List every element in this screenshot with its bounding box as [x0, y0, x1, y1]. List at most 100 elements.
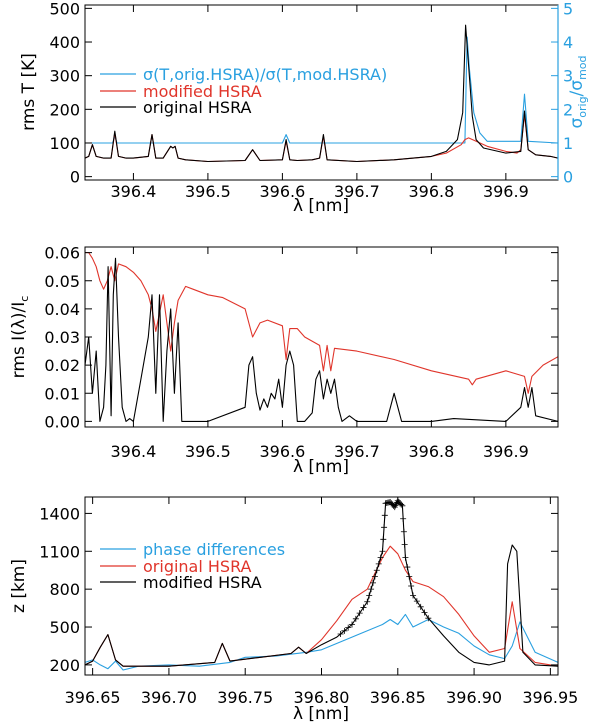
panel-rms-intensity: 396.4 396.5 396.6 396.7 396.8 396.9 0.00 0.01 0.…: [9, 244, 559, 477]
panel2-ticks: 396.4 396.5 396.6 396.7 396.8 396.9 0.00 0.01 0.…: [44, 244, 558, 461]
series-line-1-2: [84, 113, 559, 163]
plus-marker: [410, 592, 417, 599]
x-tick-label: 396.75: [217, 688, 273, 707]
plus-marker: [400, 515, 407, 522]
x-tick-label: 396.5: [185, 182, 231, 201]
x-tick-label: 396.4: [111, 442, 157, 461]
y-tick-label: 400: [49, 33, 80, 52]
panel-rms-temperature: 396.4 396.5 396.6 396.7 396.8 396.9 0 100 200 300…: [19, 0, 589, 216]
x-tick-label: 396.7: [334, 442, 380, 461]
panel3-x-axis-label: λ [nm]: [293, 704, 349, 724]
panel1-x-axis-label: λ [nm]: [293, 196, 349, 216]
plus-marker: [425, 615, 432, 622]
y2-tick-label: 5: [563, 0, 573, 18]
plus-marker: [402, 554, 409, 561]
legend-label-original3: original HSRA: [143, 557, 252, 576]
plus-marker: [371, 573, 378, 580]
y-tick-label: 0.03: [44, 328, 80, 347]
x-tick-label: 396.7: [334, 182, 380, 201]
x-tick-label: 396.8: [408, 442, 454, 461]
y2-label-sub-mod: mod: [576, 55, 589, 79]
panel2-frame: [84, 246, 559, 428]
x-tick-label: 396.70: [141, 688, 197, 707]
y-tick-label: 0.00: [44, 412, 80, 431]
y2-tick-label: 2: [563, 100, 573, 119]
y-tick-label: 1400: [39, 504, 80, 523]
y-tick-label: 800: [49, 580, 80, 599]
plus-marker: [360, 604, 367, 611]
x-tick-label: 396.80: [294, 688, 350, 707]
panel2-series-group: [84, 252, 559, 422]
plus-marker: [408, 583, 415, 589]
plus-marker: [413, 598, 420, 605]
y-tick-label: 0.05: [44, 272, 80, 291]
plus-marker: [352, 615, 359, 622]
y-tick-label: 0: [70, 168, 80, 187]
plus-marker: [398, 501, 405, 508]
plus-marker: [375, 560, 382, 567]
y-tick-label: 1100: [39, 542, 80, 561]
panel3-series-group: [84, 497, 559, 671]
y-tick-label: 500: [49, 618, 80, 637]
legend-label-modified3: modified HSRA: [143, 573, 262, 592]
x-tick-label: 396.95: [522, 688, 578, 707]
plus-marker: [373, 567, 380, 574]
x-tick-label: 396.5: [185, 442, 231, 461]
x-tick-label: 396.9: [483, 442, 529, 461]
plus-marker: [401, 541, 408, 548]
series-line-1-3: [84, 24, 559, 163]
y2-tick-label: 1: [563, 134, 573, 153]
panel-formation-height: 396.65 396.70 396.75 396.80 396.85 396.90 396.…: [9, 496, 578, 724]
x-tick-label: 396.6: [259, 442, 305, 461]
y2-tick-label: 0: [563, 168, 573, 187]
y2-tick-label: 3: [563, 67, 573, 86]
plus-marker: [392, 502, 399, 509]
plus-marker: [404, 564, 411, 571]
panel3-ticks: 396.65 396.70 396.75 396.80 396.85 396.90 396.…: [39, 497, 578, 707]
x-tick-label: 396.8: [408, 182, 454, 201]
panel2-y-label-main: rms I(λ)/I: [9, 302, 29, 379]
plus-marker: [364, 598, 371, 605]
y2-label-sub-orig: orig: [576, 96, 589, 117]
plus-marker: [356, 610, 363, 617]
y-tick-label: 0.04: [44, 300, 80, 319]
legend-label-ratio: σ(T,orig.HSRA)/σ(T,mod.HSRA): [143, 65, 387, 84]
y-tick-label: 200: [49, 656, 80, 675]
plus-marker: [391, 504, 398, 511]
panel3-legend: phase differences original HSRA modified…: [100, 540, 285, 592]
plus-marker: [341, 627, 348, 634]
plus-marker: [345, 624, 352, 631]
plus-marker: [380, 536, 387, 543]
plus-marker: [368, 586, 375, 593]
panel2-x-axis-label: λ [nm]: [293, 457, 349, 477]
y-tick-label: 0.06: [44, 244, 80, 263]
legend-label-original: original HSRA: [143, 98, 252, 117]
panel2-y-axis-label: rms I(λ)/Ic: [9, 296, 31, 379]
y2-label-sigma: σ: [567, 118, 587, 129]
x-tick-label: 396.85: [370, 688, 426, 707]
panel1-ticks: 396.4 396.5 396.6 396.7 396.8 396.9 0 100 200 300…: [49, 0, 573, 201]
y-tick-label: 300: [49, 67, 80, 86]
plus-marker: [379, 548, 386, 555]
panel2-y-label-sub: c: [18, 296, 31, 302]
y-tick-label: 200: [49, 100, 80, 119]
plus-marker: [381, 512, 388, 519]
x-tick-label: 396.65: [65, 688, 121, 707]
series-line-2-2: [84, 257, 559, 422]
legend-label-modified: modified HSRA: [143, 82, 262, 101]
panel3-y-axis-label: z [km]: [9, 559, 29, 613]
plus-marker: [417, 603, 424, 610]
y-tick-label: 100: [49, 134, 80, 153]
series-line-2-1: [85, 252, 559, 394]
panel1-series-group: [84, 24, 559, 163]
x-tick-label: 396.6: [259, 182, 305, 201]
x-tick-label: 396.90: [446, 688, 502, 707]
y-tick-label: 0.01: [44, 384, 80, 403]
x-tick-label: 396.4: [111, 182, 157, 201]
panel1-y-axis-label: rms T [K]: [19, 53, 39, 131]
panel1-legend: σ(T,orig.HSRA)/σ(T,mod.HSRA) modified HS…: [100, 65, 387, 117]
plus-marker: [421, 609, 428, 616]
panel1-y2-axis-label: σorig/σmod: [567, 55, 589, 128]
y-tick-label: 0.02: [44, 356, 80, 375]
